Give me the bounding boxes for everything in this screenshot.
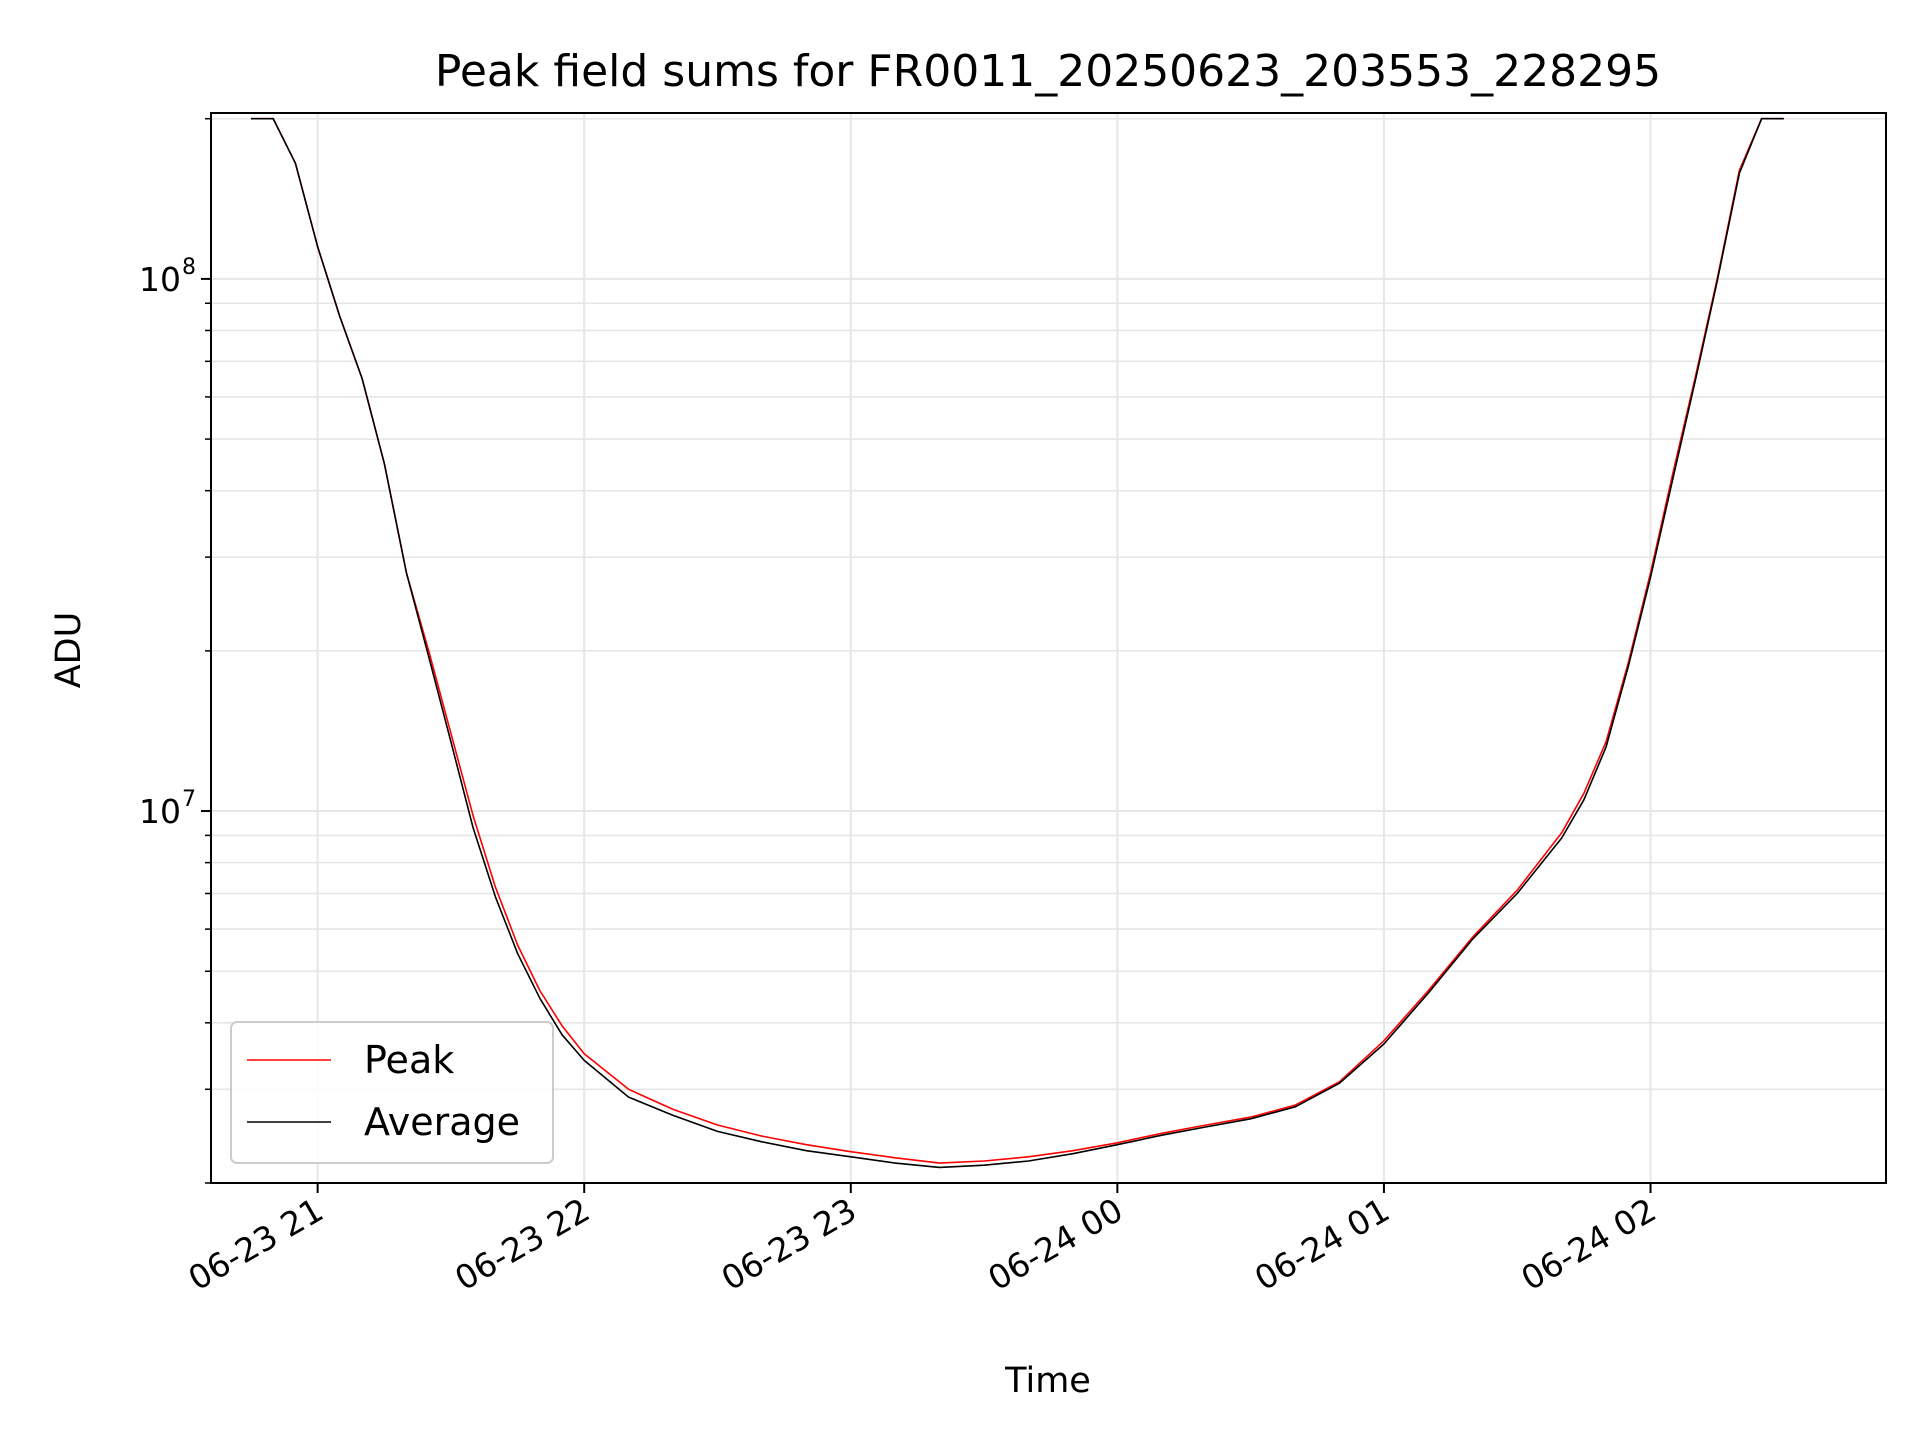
legend-average-label: Average xyxy=(364,1100,520,1144)
series-line-peak xyxy=(251,117,1784,1164)
legend: Peak Average xyxy=(230,1021,554,1164)
y-tick-label-exponent: 8 xyxy=(182,255,196,280)
y-tick-label-exponent: 7 xyxy=(182,787,196,812)
chart-title: Peak field sums for FR0011_20250623_2035… xyxy=(435,46,1661,97)
y-tick-label-base: 10 xyxy=(139,792,181,831)
series-line-average xyxy=(251,117,1784,1169)
legend-peak-label: Peak xyxy=(364,1038,454,1082)
y-tick-label: 10 8 xyxy=(139,255,196,299)
legend-box xyxy=(230,1021,554,1164)
series-layer xyxy=(251,117,1784,1169)
y-axis-label: ADU xyxy=(49,612,89,689)
y-tick-label-base: 10 xyxy=(139,260,181,299)
y-tick-label: 10 7 xyxy=(139,787,196,831)
plot-frame xyxy=(210,112,1887,1184)
x-axis-label: Time xyxy=(1004,1361,1091,1401)
